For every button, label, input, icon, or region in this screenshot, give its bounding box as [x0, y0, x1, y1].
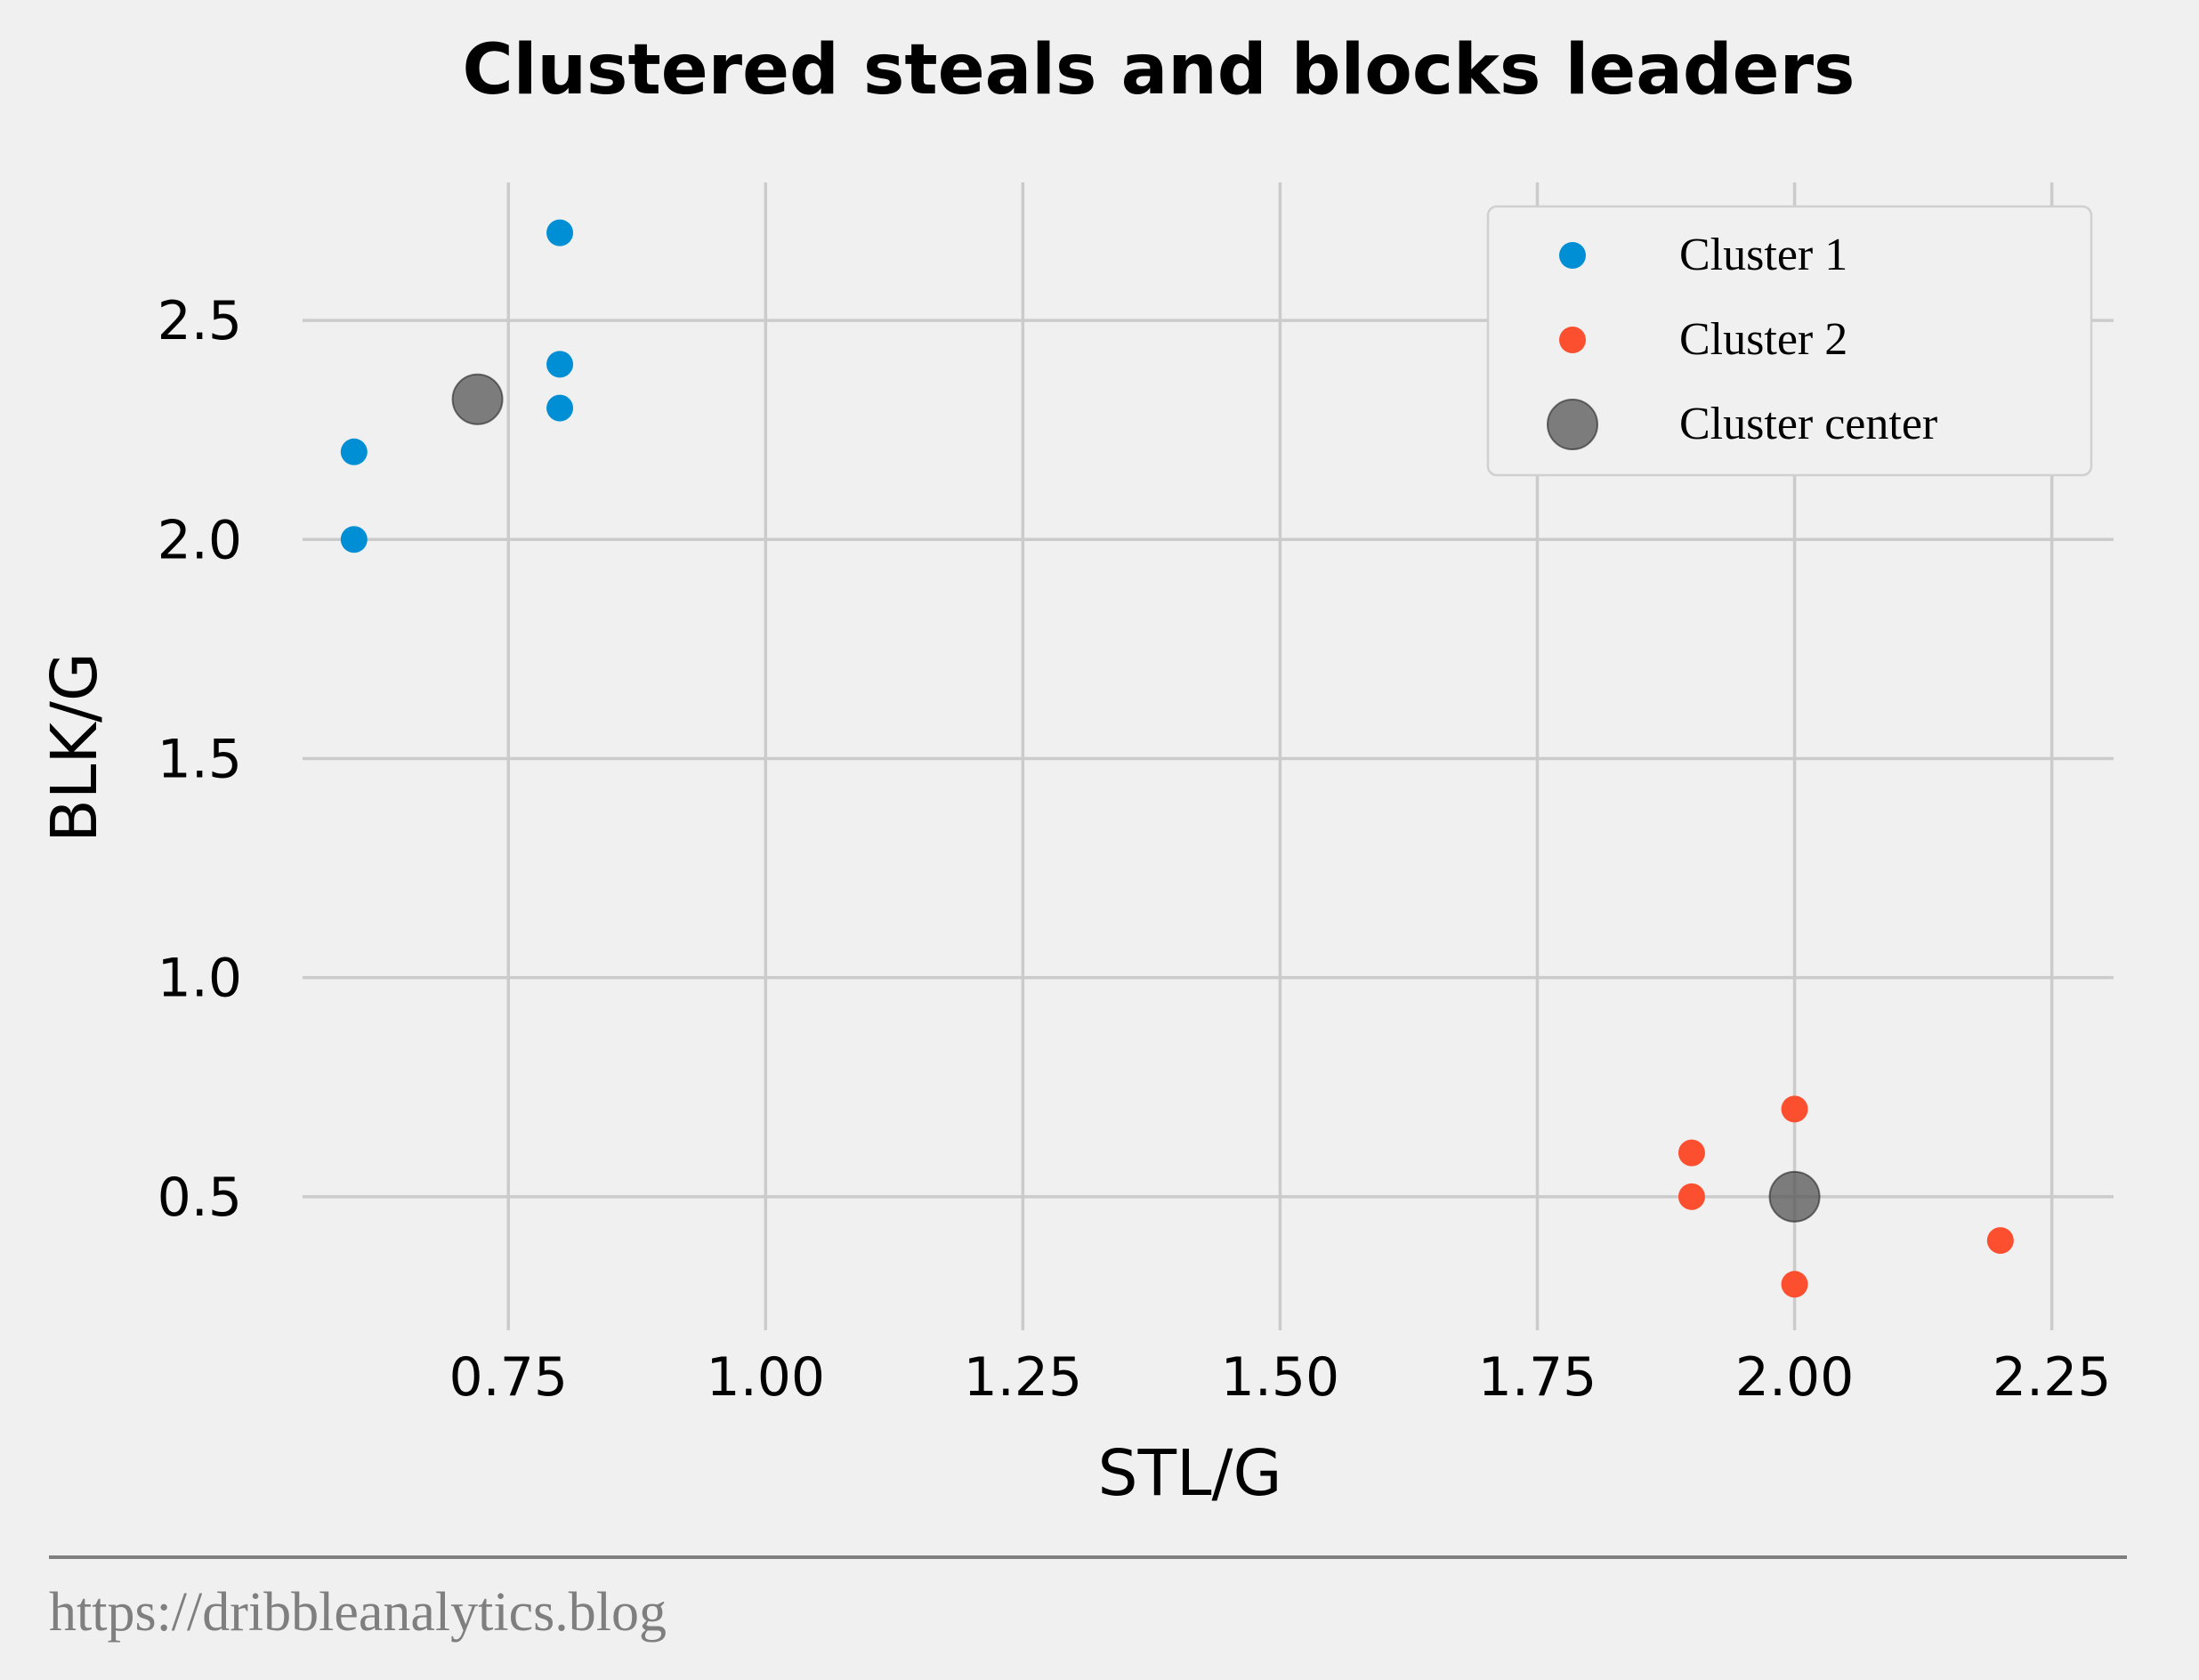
y-tick-label: 0.5 — [158, 1167, 242, 1229]
legend-entries: Cluster 1 Cluster 2 Cluster center — [1547, 230, 1937, 450]
y-tick-label: 2.5 — [158, 290, 242, 352]
legend-label-cluster-2: Cluster 2 — [1679, 314, 1847, 365]
chart-title: Clustered steals and blocks leaders — [463, 30, 1855, 110]
cluster-center-point — [451, 373, 504, 425]
cluster-1-point — [546, 219, 574, 246]
cluster-2-point — [1781, 1271, 1808, 1298]
cluster-2-point — [1678, 1139, 1705, 1167]
legend-marker-cluster-1 — [1559, 242, 1586, 269]
y-axis-label: BLK/G — [37, 652, 111, 843]
cluster-1-point — [546, 351, 574, 378]
y-tick-label: 1.5 — [158, 728, 242, 790]
x-tick-label: 2.25 — [1993, 1346, 2112, 1409]
x-tick-label: 1.00 — [707, 1346, 826, 1409]
data-points — [340, 219, 2014, 1298]
cluster-2-point — [1678, 1183, 1705, 1210]
x-tick-label: 0.75 — [449, 1346, 568, 1409]
cluster-1-point — [546, 394, 574, 422]
y-tick-label: 1.0 — [158, 948, 242, 1010]
tick-labels: 0.75 1.00 1.25 1.50 1.75 2.00 2.25 0.5 1.0 1.5 2.0… — [158, 290, 2112, 1409]
x-axis-label: STL/G — [1098, 1436, 1282, 1510]
source-credit: https://dribbleanalytics.blog — [49, 1582, 667, 1643]
legend-marker-cluster-center — [1547, 399, 1598, 450]
legend: Cluster 1 Cluster 2 Cluster center — [1486, 205, 2093, 477]
x-tick-label: 1.50 — [1221, 1346, 1340, 1409]
x-tick-label: 1.25 — [964, 1346, 1083, 1409]
legend-marker-cluster-2 — [1559, 327, 1586, 353]
legend-box — [1486, 205, 2093, 477]
x-tick-label: 2.00 — [1735, 1346, 1855, 1409]
x-tick-label: 1.75 — [1478, 1346, 1597, 1409]
legend-label-cluster-1: Cluster 1 — [1679, 230, 1847, 280]
cluster-center-point — [1768, 1170, 1821, 1223]
legend-label-cluster-center: Cluster center — [1679, 399, 1937, 449]
cluster-2-point — [1986, 1227, 2014, 1255]
cluster-2-point — [1781, 1095, 1808, 1123]
cluster-1-point — [340, 438, 368, 465]
y-tick-label: 2.0 — [158, 509, 242, 571]
cluster-1-point — [340, 526, 368, 553]
